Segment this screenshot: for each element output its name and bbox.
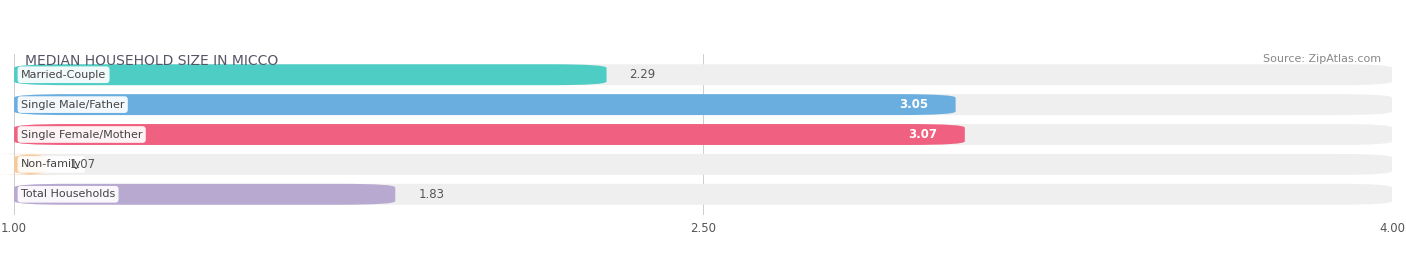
Text: MEDIAN HOUSEHOLD SIZE IN MICCO: MEDIAN HOUSEHOLD SIZE IN MICCO	[25, 54, 278, 68]
FancyBboxPatch shape	[14, 64, 606, 85]
FancyBboxPatch shape	[14, 94, 956, 115]
Text: 1.07: 1.07	[69, 158, 96, 171]
FancyBboxPatch shape	[14, 94, 1392, 115]
FancyBboxPatch shape	[14, 184, 1392, 205]
Text: 1.83: 1.83	[418, 188, 444, 201]
Text: 3.07: 3.07	[908, 128, 938, 141]
Text: Single Male/Father: Single Male/Father	[21, 100, 125, 109]
FancyBboxPatch shape	[14, 124, 965, 145]
Text: Source: ZipAtlas.com: Source: ZipAtlas.com	[1263, 54, 1381, 64]
Text: Married-Couple: Married-Couple	[21, 70, 107, 80]
Text: Total Households: Total Households	[21, 189, 115, 199]
Text: Non-family: Non-family	[21, 160, 82, 169]
Text: 2.29: 2.29	[630, 68, 655, 81]
FancyBboxPatch shape	[14, 64, 1392, 85]
Text: Single Female/Mother: Single Female/Mother	[21, 129, 142, 140]
FancyBboxPatch shape	[14, 124, 1392, 145]
Text: 3.05: 3.05	[898, 98, 928, 111]
FancyBboxPatch shape	[14, 154, 1392, 175]
FancyBboxPatch shape	[0, 154, 69, 175]
FancyBboxPatch shape	[14, 184, 395, 205]
